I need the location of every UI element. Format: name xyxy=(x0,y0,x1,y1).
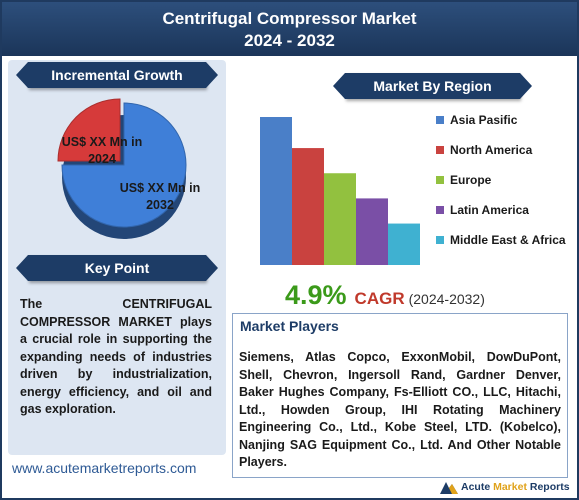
logo-icon xyxy=(440,482,458,494)
legend-swatch xyxy=(436,176,444,184)
pie-label-2032: US$ XX Mn in 2032 xyxy=(110,180,210,214)
legend-item-asia-pasific: Asia Pasific xyxy=(436,113,517,127)
legend-item-middle-east-africa: Middle East & Africa xyxy=(436,233,566,247)
bar-asia-pasific xyxy=(260,117,292,265)
logo-text: Acute Market Reports xyxy=(461,481,570,493)
legend-swatch xyxy=(436,206,444,214)
pie-label-2024: US$ XX Mn in 2024 xyxy=(52,134,152,168)
bar-europe xyxy=(324,173,356,265)
legend-item-europe: Europe xyxy=(436,173,491,187)
pie-label-2024-line2: 2024 xyxy=(88,152,116,166)
legend-swatch xyxy=(436,116,444,124)
legend-label: North America xyxy=(450,143,533,157)
pie-chart-svg xyxy=(57,98,187,239)
legend-item-north-america: North America xyxy=(436,143,532,157)
website-link[interactable]: www.acutemarketreports.com xyxy=(12,460,197,476)
incremental-growth-pie xyxy=(40,95,210,255)
key-point-text: The CENTRIFUGAL COMPRESSOR MARKET plays … xyxy=(20,297,212,416)
key-point-ribbon: Key Point xyxy=(16,255,218,281)
bar-chart-svg xyxy=(260,117,420,265)
cagr-block: 4.9% CAGR (2024-2032) xyxy=(285,280,485,311)
legend-label: Latin America xyxy=(450,203,529,217)
bar-middle-east-africa xyxy=(388,223,420,265)
incremental-growth-ribbon: Incremental Growth xyxy=(16,62,218,88)
incremental-growth-title: Incremental Growth xyxy=(51,67,183,83)
pie-label-2032-line2: 2032 xyxy=(146,198,174,212)
key-point-title: Key Point xyxy=(84,260,150,276)
legend-swatch xyxy=(436,146,444,154)
market-players-box: Market Players Siemens, Atlas Copco, Exx… xyxy=(232,313,568,478)
bar-north-america xyxy=(292,148,324,265)
region-bar-chart xyxy=(240,95,575,275)
pie-label-2024-line1: US$ XX Mn in xyxy=(61,135,143,149)
market-by-region-ribbon: Market By Region xyxy=(333,73,532,99)
logo-text-accent: Market xyxy=(493,481,527,493)
cagr-period: (2024-2032) xyxy=(408,291,485,307)
logo-text-main: Acute xyxy=(461,481,494,493)
pie-slice-2032 xyxy=(61,102,187,228)
legend-swatch xyxy=(436,236,444,244)
market-players-title: Market Players xyxy=(240,318,339,334)
pie-label-2032-line1: US$ XX Mn in xyxy=(119,181,201,195)
page-title: Centrifugal Compressor Market xyxy=(162,9,417,28)
brand-logo: Acute Market Reports xyxy=(440,478,574,496)
cagr-value: 4.9% xyxy=(285,280,347,310)
pie-slice-2024 xyxy=(57,98,121,162)
market-by-region-title: Market By Region xyxy=(373,78,492,94)
page-subtitle: 2024 - 2032 xyxy=(244,31,335,50)
legend-label: Europe xyxy=(450,173,492,187)
bar-latin-america xyxy=(356,198,388,265)
legend-label: Asia Pasific xyxy=(450,113,518,127)
logo-text-end: Reports xyxy=(526,481,570,493)
market-players-text: Siemens, Atlas Copco, ExxonMobil, DowDuP… xyxy=(239,350,561,469)
legend-item-latin-america: Latin America xyxy=(436,203,529,217)
legend-label: Middle East & Africa xyxy=(450,233,566,247)
cagr-label: CAGR xyxy=(354,289,405,308)
page-header: Centrifugal Compressor Market 2024 - 203… xyxy=(2,2,577,56)
